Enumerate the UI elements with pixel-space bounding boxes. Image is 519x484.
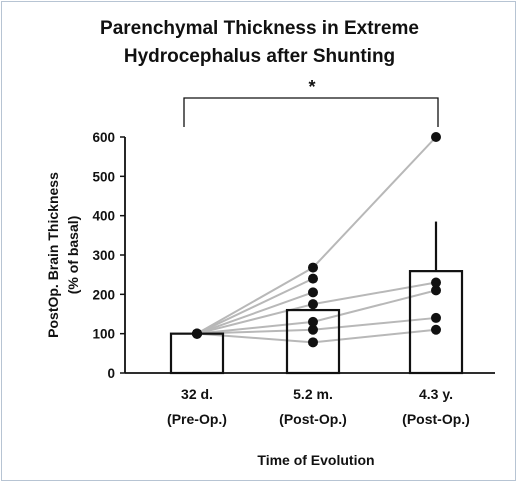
data-point [308,299,318,310]
significance-marker: * [308,77,315,97]
y-tick-label: 100 [92,327,115,342]
x-category-label: 32 d. [181,386,213,402]
data-point [431,277,441,288]
bar [169,332,225,375]
y-tick-label: 600 [92,130,115,145]
data-point [431,132,441,142]
y-axis-label-line-1: PostOp. Brain Thickness [45,172,61,338]
x-category-sublabel: (Pre-Op.) [167,411,227,427]
y-tick-label: 0 [107,366,115,381]
connecting-line [312,316,437,331]
y-tick-label: 200 [92,287,115,302]
connecting-line [312,289,437,323]
bar [285,308,341,375]
y-tick-label: 400 [92,209,115,224]
y-axis-label-line-2: (% of basal) [65,216,81,295]
connecting-line [196,320,314,335]
labels-group: 0 100 200 300 400 500 600 32 d. (Pre-Op.) 5.2 m. (… [45,77,470,468]
connecting-line [312,136,437,269]
y-tick-label: 300 [92,248,115,263]
connecting-line [196,266,314,335]
x-category-label: 5.2 m. [293,386,333,402]
data-point [431,285,441,296]
connecting-line [196,332,314,344]
data-point [431,312,441,323]
data-point [308,324,318,335]
data-point [308,287,318,298]
data-point [431,324,441,335]
connecting-line [312,328,437,344]
x-axis-label: Time of Evolution [257,452,374,468]
points-group [192,132,441,348]
data-point [192,328,202,339]
x-category-label: 4.3 y. [419,386,453,402]
connecting-line [196,291,314,335]
connecting-line [312,281,437,306]
data-point [308,262,318,273]
significance-bracket [183,97,439,127]
y-tick-label: 500 [92,169,115,184]
x-category-sublabel: (Post-Op.) [279,411,347,427]
data-point [308,316,318,327]
data-point [308,273,318,284]
chart-title-line-2: Hydrocephalus after Shunting [123,46,396,67]
chart-title-line-1: Parenchymal Thickness in Extreme [100,18,419,39]
connecting-line [196,277,314,335]
x-category-sublabel: (Post-Op.) [402,411,470,427]
data-point [308,337,318,348]
